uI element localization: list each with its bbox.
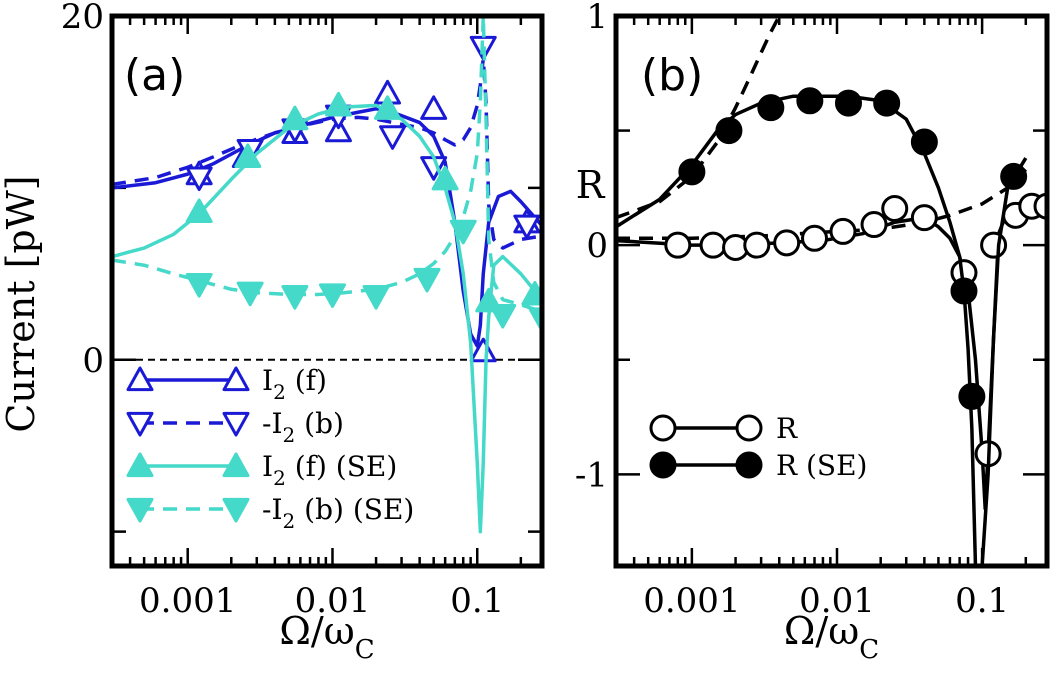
data-point xyxy=(1033,192,1047,220)
data-point xyxy=(324,117,352,143)
data-point xyxy=(185,273,213,298)
data-point xyxy=(449,219,477,245)
data-point xyxy=(281,105,309,131)
data-point xyxy=(413,267,441,293)
legend-entry: I2 (f) (SE) xyxy=(262,450,397,490)
data-point xyxy=(362,285,390,310)
y-tick-label: 20 xyxy=(61,0,104,37)
series-2 xyxy=(616,168,1028,241)
series-4 xyxy=(616,87,1028,566)
data-point xyxy=(318,283,346,308)
series-line xyxy=(616,16,781,220)
y-tick-label: 0 xyxy=(586,226,608,266)
data-point xyxy=(489,303,517,329)
data-point xyxy=(958,382,986,410)
data-point xyxy=(185,198,213,224)
series-line xyxy=(112,16,542,314)
legend: R R (SE) xyxy=(649,412,867,482)
panel-b: 0.001 0.01 0.1 -1 0 1 Ω/ωC R (b) R R (SE) xyxy=(575,0,1050,665)
data-point xyxy=(1000,162,1028,190)
data-point xyxy=(420,95,448,120)
x-tick-label: 0.1 xyxy=(955,581,1009,621)
y-tick-label: 0 xyxy=(82,341,104,381)
data-point xyxy=(281,285,309,310)
data-point xyxy=(910,128,938,156)
data-point xyxy=(234,143,262,169)
data-point xyxy=(881,195,909,222)
data-point xyxy=(834,89,862,117)
data-point xyxy=(743,231,771,259)
data-point xyxy=(757,94,785,122)
data-point xyxy=(715,117,743,145)
data-point xyxy=(431,165,459,191)
x-tick-label: 0.01 xyxy=(295,581,371,621)
data-point xyxy=(699,231,727,259)
data-point xyxy=(469,337,497,363)
data-point xyxy=(379,125,407,150)
series-line xyxy=(616,168,1028,241)
series-line xyxy=(112,103,542,534)
panel-a: 0.001 0.01 0.1 0 20 Ω/ωC Current [pW] (a) I2 (f)… xyxy=(0,0,545,665)
plot-frame xyxy=(109,13,545,569)
legend: I2 (f)-I2 (b)I2 (f) (SE)-I2 (b) (SE) xyxy=(126,364,414,533)
legend-entry: I2 (f) xyxy=(262,364,327,404)
x-tick-label: 0.01 xyxy=(799,581,875,621)
series-1 xyxy=(616,16,781,220)
data-point xyxy=(324,91,352,117)
data-point xyxy=(801,224,829,252)
panel-label: (b) xyxy=(641,50,703,101)
y-tick-label: 1 xyxy=(586,0,608,37)
y-axis-title: R xyxy=(576,163,606,207)
data-point xyxy=(910,204,938,232)
legend-entry: R xyxy=(776,412,798,445)
data-point xyxy=(950,277,978,305)
data-point xyxy=(678,158,706,186)
series-4 xyxy=(112,16,542,332)
data-point xyxy=(236,281,264,307)
x-axis-title: Ω/ωC xyxy=(784,609,879,665)
x-axis-title: Ω/ωC xyxy=(279,609,374,665)
data-point xyxy=(980,231,1008,259)
data-point xyxy=(860,211,888,239)
data-point xyxy=(185,166,213,192)
data-point xyxy=(873,89,901,117)
data-point xyxy=(513,214,541,240)
data-point xyxy=(664,231,692,259)
legend-entry: -I2 (b) (SE) xyxy=(262,493,414,533)
y-axis-title: Current [pW] xyxy=(0,175,43,432)
series-line xyxy=(616,94,1028,566)
legend-entry: -I2 (b) xyxy=(262,407,344,447)
x-tick-label: 0.001 xyxy=(139,581,236,621)
plot-frame xyxy=(613,13,1050,569)
data-point xyxy=(374,95,402,120)
x-tick-label: 0.001 xyxy=(643,581,740,621)
data-point xyxy=(528,307,542,332)
panel-label: (a) xyxy=(124,50,185,101)
data-point xyxy=(796,87,824,115)
data-point xyxy=(829,217,857,245)
legend-entry: R (SE) xyxy=(776,449,867,482)
y-tick-label: -1 xyxy=(575,455,608,495)
data-point xyxy=(773,229,801,257)
x-tick-label: 0.1 xyxy=(450,581,504,621)
